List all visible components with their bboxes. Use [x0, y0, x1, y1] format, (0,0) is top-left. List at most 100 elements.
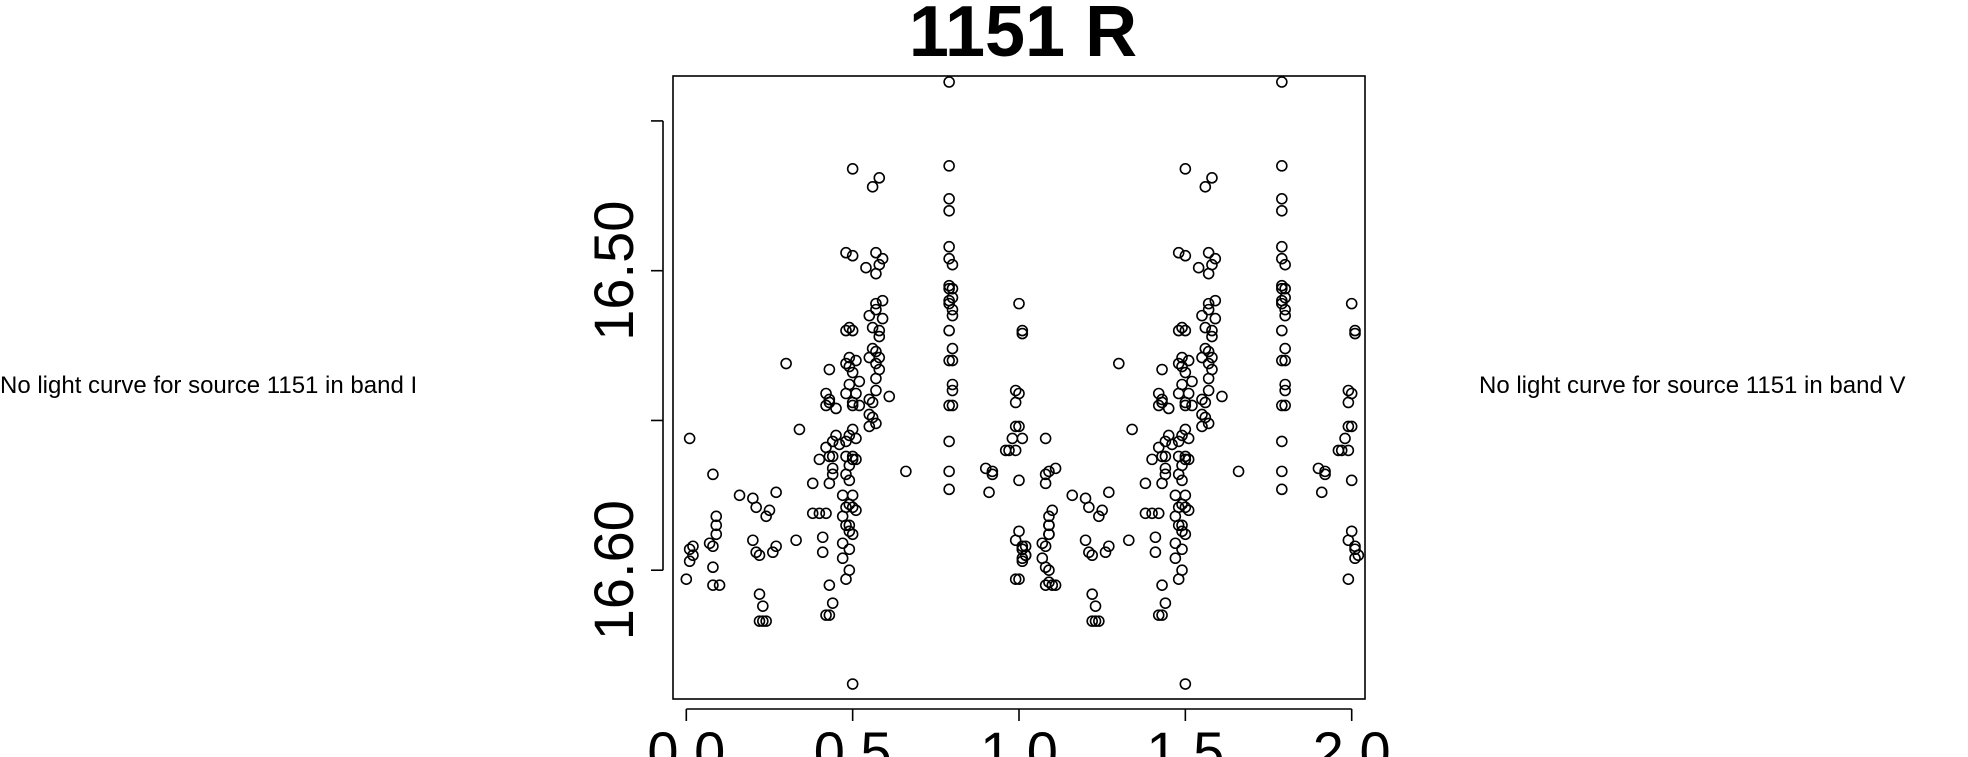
data-point: [1276, 297, 1288, 310]
data-point: [1013, 474, 1025, 487]
data-point: [866, 181, 879, 193]
data-point: [1279, 399, 1291, 412]
data-point: [1099, 546, 1112, 559]
data-point: [853, 399, 866, 412]
data-point: [757, 600, 769, 612]
data-point: [1013, 387, 1025, 400]
data-point: [1335, 444, 1348, 457]
data-point: [1176, 543, 1188, 556]
data-point: [816, 531, 829, 544]
data-point: [1192, 261, 1205, 274]
data-point: [707, 540, 719, 553]
data-point: [1146, 453, 1158, 466]
data-point: [816, 546, 829, 559]
data-point: [843, 474, 856, 487]
data-point: [1182, 453, 1195, 466]
data-point: [1009, 573, 1022, 585]
data-point: [1156, 609, 1168, 621]
data-point: [1179, 528, 1192, 541]
data-point: [1345, 525, 1358, 538]
data-point: [873, 330, 886, 343]
data-point: [1202, 384, 1215, 397]
data-point: [1179, 366, 1192, 379]
data-point: [1199, 342, 1212, 355]
data-point: [1349, 324, 1361, 337]
no-curve-message-band-i: No light curve for source 1151 in band I: [0, 372, 418, 399]
data-point: [1186, 375, 1198, 388]
x-tick-label: 1.0: [980, 720, 1058, 757]
data-point: [1169, 489, 1182, 502]
data-point: [1019, 549, 1032, 562]
data-point: [846, 163, 859, 175]
data-point: [1279, 342, 1291, 355]
data-point: [846, 399, 859, 412]
data-point: [1086, 615, 1098, 627]
data-point: [1013, 420, 1025, 433]
data-point: [850, 504, 862, 517]
data-point: [983, 486, 995, 499]
data-point: [1182, 432, 1195, 445]
data-point: [753, 615, 766, 627]
data-point: [836, 489, 849, 502]
data-point: [843, 351, 856, 364]
data-point: [707, 468, 719, 481]
data-point: [943, 297, 955, 310]
data-point: [1036, 537, 1049, 550]
data-point: [850, 453, 862, 466]
data-point: [1345, 387, 1358, 400]
data-point: [1276, 160, 1288, 172]
data-point: [1113, 357, 1125, 370]
data-point: [1043, 519, 1055, 532]
data-point: [1276, 465, 1288, 478]
data-point: [830, 402, 842, 415]
data-point: [750, 501, 762, 514]
data-point: [840, 435, 852, 448]
data-point: [946, 384, 959, 397]
data-point: [1206, 351, 1218, 364]
data-point: [843, 564, 856, 577]
data-point: [683, 555, 696, 568]
data-point: [873, 351, 886, 364]
data-point: [687, 549, 699, 562]
data-point: [1279, 258, 1291, 271]
data-point: [1086, 588, 1098, 600]
data-point: [840, 246, 852, 259]
data-point: [1352, 549, 1365, 562]
x-tick-label: 2.0: [1313, 720, 1391, 757]
data-point: [860, 261, 872, 274]
data-point: [943, 483, 955, 496]
data-point: [1179, 501, 1192, 514]
data-point: [820, 399, 832, 412]
data-point: [840, 501, 852, 514]
data-point: [1216, 390, 1228, 403]
data-point: [1342, 573, 1355, 585]
data-point: [1279, 303, 1291, 316]
data-point: [870, 345, 882, 358]
data-point: [760, 510, 772, 523]
data-point: [876, 312, 889, 325]
data-point: [1139, 507, 1152, 520]
data-point: [1179, 399, 1192, 412]
data-point: [710, 528, 723, 541]
data-point: [1083, 501, 1095, 514]
data-point: [866, 396, 879, 409]
data-point: [1019, 540, 1032, 553]
data-point: [850, 354, 862, 367]
data-point: [826, 468, 839, 481]
data-point: [813, 453, 826, 466]
data-point: [1159, 435, 1172, 448]
data-point: [770, 540, 782, 553]
data-point: [836, 552, 849, 565]
data-point: [1206, 258, 1218, 271]
data-point: [1156, 450, 1168, 463]
data-point: [873, 258, 886, 271]
data-point: [1342, 384, 1355, 397]
data-point: [943, 240, 955, 253]
data-point: [843, 543, 856, 556]
data-point: [1172, 246, 1185, 259]
data-point: [846, 678, 859, 690]
data-point: [1279, 354, 1291, 367]
data-point: [946, 378, 959, 391]
data-point: [986, 468, 999, 481]
chart-title: 1151 R: [909, 0, 1137, 72]
